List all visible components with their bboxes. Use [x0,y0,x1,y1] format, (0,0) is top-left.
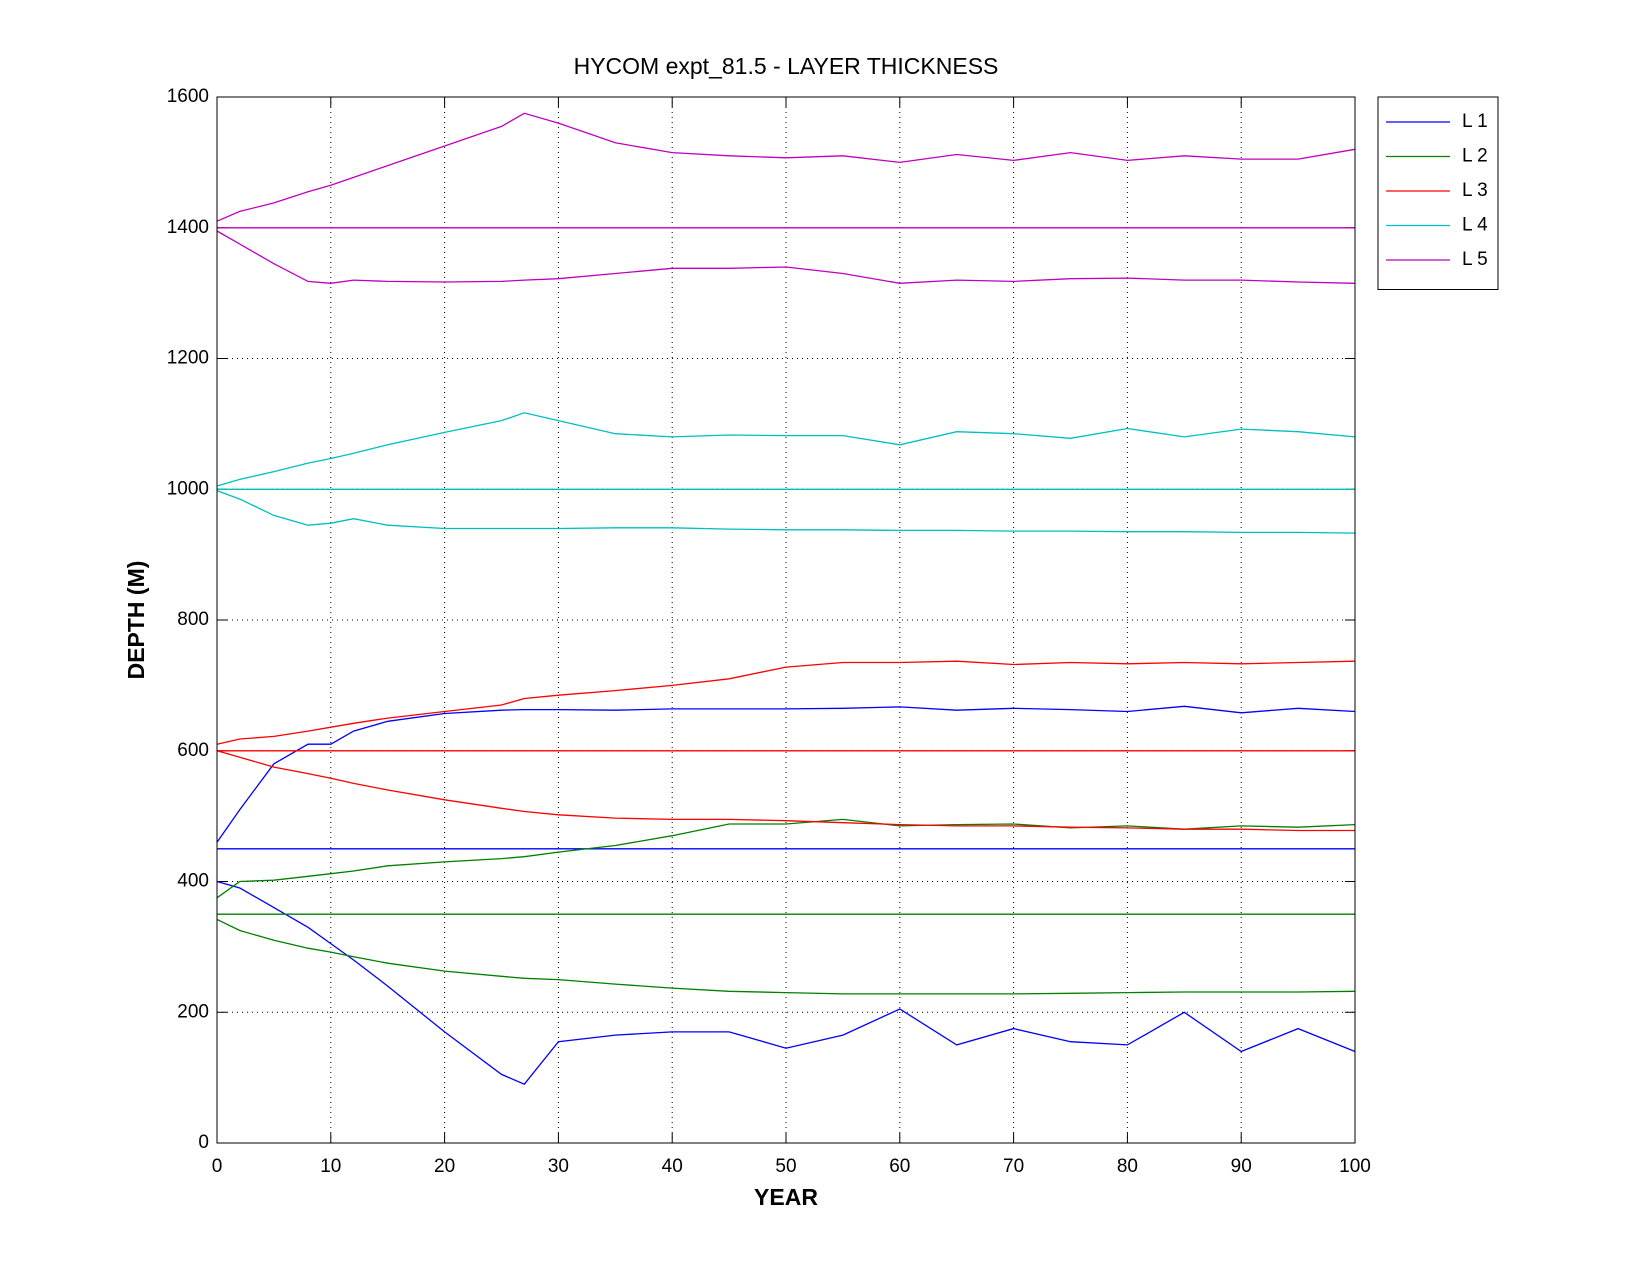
data-line [216,880,1356,1085]
x-tick-label: 20 [434,1156,455,1177]
data-line [216,112,1356,222]
data-line [216,660,1356,745]
x-tick-label: 90 [1231,1156,1252,1177]
y-tick-label: 1000 [167,478,209,499]
data-line [216,705,1356,843]
y-tick-label: 800 [177,609,209,630]
plot-area [217,97,1355,1143]
x-tick-label: 10 [320,1156,341,1177]
legend-label: L 3 [1462,180,1488,201]
y-tick-label: 400 [177,871,209,892]
legend-label: L 2 [1462,146,1488,167]
y-tick-label: 600 [177,740,209,761]
x-tick-label: 60 [889,1156,910,1177]
y-tick-label: 1400 [167,217,209,238]
y-tick-label: 200 [177,1001,209,1022]
data-line [216,489,1356,534]
legend-box [1377,96,1499,290]
legend-label: L 5 [1462,249,1488,270]
x-tick-label: 0 [212,1156,223,1177]
legend-label: L 4 [1462,215,1488,236]
chart-title: HYCOM expt_81.5 - LAYER THICKNESS [574,53,999,79]
x-tick-label: 30 [548,1156,569,1177]
axes-box [216,96,1356,1144]
data-line [216,412,1356,487]
x-tick-label: 100 [1339,1156,1371,1177]
data-line [216,818,1356,899]
x-tick-label: 40 [662,1156,683,1177]
y-axis-label: DEPTH (M) [123,561,149,680]
legend-label: L 1 [1462,111,1488,132]
y-tick-label: 0 [198,1132,209,1153]
data-line [216,918,1356,995]
x-tick-label: 70 [1003,1156,1024,1177]
x-tick-label: 80 [1117,1156,1138,1177]
x-tick-label: 50 [775,1156,796,1177]
x-axis-label: YEAR [754,1184,818,1210]
data-line [216,230,1356,284]
data-line [216,750,1355,832]
y-tick-label: 1600 [167,86,209,107]
y-tick-label: 1200 [167,348,209,369]
